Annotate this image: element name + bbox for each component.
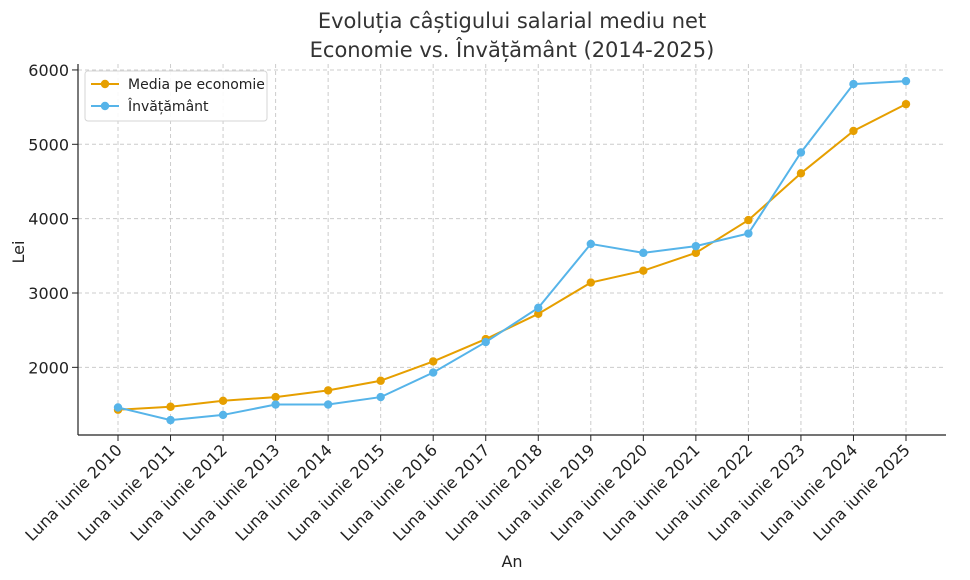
data-point [323, 386, 333, 395]
chart-subtitle: Economie vs. Învățământ (2014-2025) [310, 37, 715, 62]
data-point [376, 392, 385, 402]
data-point [323, 400, 333, 409]
data-point [218, 410, 228, 420]
x-axis-label: An [501, 552, 522, 571]
data-point [534, 309, 543, 319]
data-point [901, 76, 911, 86]
series-1 [113, 99, 911, 414]
data-point [586, 278, 595, 287]
data-point [796, 148, 806, 157]
data-point [166, 402, 175, 411]
data-point [639, 248, 648, 258]
y-tick-label: 2000 [28, 358, 69, 377]
data-point [744, 229, 753, 238]
data-point [691, 241, 701, 251]
x-tick-label: Luna iunie 2011 [74, 440, 178, 544]
data-point [639, 266, 648, 275]
data-point [113, 403, 123, 412]
legend-item: Media pe economie [91, 77, 265, 93]
data-point [271, 392, 280, 402]
x-tick-label: Luna iunie 2020 [547, 440, 651, 544]
data-point [586, 239, 595, 249]
legend-item: Învățământ [91, 97, 209, 115]
data-point [849, 126, 858, 136]
data-point [901, 99, 911, 109]
data-point [796, 169, 806, 178]
x-tick-label: Luna iunie 2022 [652, 440, 756, 544]
series-line [117, 103, 907, 411]
x-tick-label: Luna iunie 2016 [337, 440, 441, 544]
x-tick-label: Luna iunie 2019 [494, 440, 598, 544]
series-line [117, 80, 907, 422]
data-point [534, 303, 543, 313]
legend-label: Media pe economie [128, 77, 265, 93]
data-point [691, 248, 701, 258]
legend-box [84, 70, 268, 122]
series-layer [113, 76, 911, 425]
data-point [849, 79, 858, 89]
y-tick-label: 3000 [28, 284, 69, 303]
data-point [744, 215, 753, 225]
x-tick-label: Luna iunie 2013 [179, 440, 283, 544]
x-tick-label: Luna iunie 2014 [232, 440, 336, 544]
data-point [376, 376, 385, 385]
y-axis-label: Lei [9, 241, 28, 264]
data-point [429, 368, 438, 377]
data-point [218, 396, 228, 405]
y-tick-label: 5000 [28, 135, 69, 154]
data-point [166, 415, 175, 425]
x-tick-label: Luna iunie 2012 [127, 440, 231, 544]
x-tick-label: Luna iunie 2024 [757, 440, 861, 544]
x-tick-label: Luna iunie 2018 [442, 440, 546, 544]
data-point [481, 337, 490, 347]
x-tick-label: Luna iunie 2017 [389, 440, 493, 544]
legend-marker [100, 101, 110, 111]
x-tick-label: Luna iunie 2015 [284, 440, 388, 544]
chart-title: Evoluția câștigului salarial mediu net [318, 9, 706, 33]
y-tick-label: 4000 [28, 210, 69, 229]
x-tick-label: Luna iunie 2010 [21, 440, 125, 544]
data-point [429, 357, 438, 366]
series-2 [113, 76, 911, 425]
gridlines [78, 64, 946, 435]
x-tick-label: Luna iunie 2023 [704, 440, 808, 544]
data-point [271, 400, 280, 409]
x-tick-label: Luna iunie 2025 [809, 440, 913, 544]
legend-label: Învățământ [127, 97, 209, 115]
y-axis-ticks: 2000 3000 4000 5000 6000 [28, 61, 78, 377]
legend-marker [100, 79, 110, 89]
y-tick-label: 6000 [28, 61, 69, 80]
legend: Media pe economie Învățământ [84, 70, 268, 122]
x-tick-label: Luna iunie 2021 [599, 440, 703, 544]
